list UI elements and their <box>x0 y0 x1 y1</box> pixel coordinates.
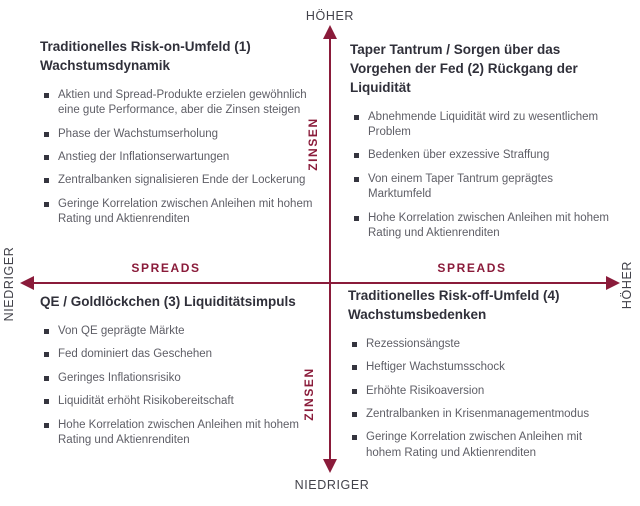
bullet-square-icon <box>352 388 357 394</box>
bullet-item: Anstieg der Inflationserwartungen <box>44 150 314 165</box>
bullet-text: Liquidität erhöht Risikobereitschaft <box>58 395 234 408</box>
bullet-text: Fed dominiert das Geschehen <box>58 348 213 361</box>
bullet-text: Zentralbanken in Krisenmanagementmodus <box>366 408 590 420</box>
vertical-axis-top-label: HÖHER <box>305 9 355 23</box>
quadrant-3-qe-goldilocks: QE / Goldlöckchen (3) Liquiditätsimpuls … <box>40 293 322 456</box>
bullet-square-icon <box>44 201 49 207</box>
bullet-square-icon <box>352 341 357 347</box>
arrow-up-icon <box>323 25 337 39</box>
bullet-square-icon <box>352 435 357 441</box>
bullet-item: Zentralbanken signalisieren Ende der Loc… <box>44 173 314 188</box>
quadrant-title: QE / Goldlöckchen (3) Liquiditätsimpuls <box>40 294 296 309</box>
bullet-square-icon <box>44 92 49 98</box>
quadrant-title: Traditionelles Risk-on-Umfeld (1) Wachst… <box>40 39 251 73</box>
arrow-down-icon <box>323 459 337 473</box>
bullet-text: Abnehmende Liquidität wird zu wesentlich… <box>368 110 599 139</box>
vertical-axis-bottom-label: NIEDRIGER <box>294 478 370 492</box>
horizontal-axis-right-label: HÖHER <box>620 260 634 310</box>
quadrant-bullet-list: Von QE geprägte Märkte Fed dominiert das … <box>40 324 322 448</box>
bullet-item: Heftiger Wachstumsschock <box>352 360 620 375</box>
bullet-text: Bedenken über exzessive Straffung <box>368 149 550 162</box>
bullet-text: Geringes Inflationsrisiko <box>58 371 181 384</box>
bullet-item: Geringe Korrelation zwischen Anleihen mi… <box>44 197 314 228</box>
bullet-item: Erhöhte Risikoaversion <box>352 384 620 399</box>
bullet-item: Liquidität erhöht Risikobereitschaft <box>44 394 322 409</box>
bullet-item: Von QE geprägte Märkte <box>44 324 322 339</box>
bullet-item: Fed dominiert das Geschehen <box>44 347 322 362</box>
quadrant-bullet-list: Aktien und Spread-Produkte erzielen gewö… <box>40 88 314 228</box>
bullet-item: Hohe Korrelation zwischen Anleihen mit h… <box>44 418 322 449</box>
bullet-text: Heftiger Wachstumsschock <box>366 361 505 374</box>
bullet-item: Aktien und Spread-Produkte erzielen gewö… <box>44 88 314 119</box>
bullet-square-icon <box>44 375 49 381</box>
bullet-square-icon <box>354 215 359 221</box>
arrow-right-icon <box>606 276 620 290</box>
bullet-text: Geringe Korrelation zwischen Anleihen mi… <box>58 197 313 226</box>
bullet-item: Bedenken über exzessive Straffung <box>354 148 618 163</box>
bullet-square-icon <box>354 114 359 120</box>
bullet-square-icon <box>44 328 49 334</box>
bullet-item: Von einem Taper Tantrum geprägtes Marktu… <box>354 172 618 203</box>
bullet-text: Zentralbanken signalisieren Ende der Loc… <box>58 174 306 187</box>
bullet-square-icon <box>354 153 359 159</box>
arrow-left-icon <box>20 276 34 290</box>
horizontal-axis-line <box>30 282 610 284</box>
bullet-square-icon <box>354 176 359 182</box>
bullet-text: Anstieg der Inflationserwartungen <box>58 151 230 163</box>
quadrant-2-taper-tantrum: Taper Tantrum / Sorgen über das Vorgehen… <box>350 41 618 250</box>
horizontal-axis-left-label: NIEDRIGER <box>2 246 16 322</box>
bullet-text: Hohe Korrelation zwischen Anleihen mit h… <box>368 211 609 240</box>
bullet-item: Abnehmende Liquidität wird zu wesentlich… <box>354 110 618 141</box>
quadrant-bullet-list: Rezessionsängste Heftiger Wachstumsschock… <box>348 337 620 461</box>
quadrant-1-risk-on: Traditionelles Risk-on-Umfeld (1) Wachst… <box>40 38 314 236</box>
bullet-text: Erhöhte Risikoaversion <box>366 384 485 397</box>
bullet-text: Von einem Taper Tantrum geprägtes Marktu… <box>368 172 553 201</box>
bullet-item: Zentralbanken in Krisenmanagementmodus <box>352 407 620 422</box>
bullet-text: Geringe Korrelation zwischen Anleihen mi… <box>366 431 583 459</box>
bullet-item: Phase der Wachstumserholung <box>44 127 314 142</box>
bullet-square-icon <box>44 155 49 160</box>
horizontal-axis-name-left: SPREADS <box>131 261 201 275</box>
quadrant-bullet-list: Abnehmende Liquidität wird zu wesentlich… <box>350 110 618 242</box>
bullet-item: Geringes Inflationsrisiko <box>44 371 322 386</box>
bullet-square-icon <box>352 412 357 417</box>
bullet-square-icon <box>352 365 357 371</box>
bullet-item: Rezessionsängste <box>352 337 620 352</box>
bullet-square-icon <box>44 399 49 405</box>
bullet-text: Aktien und Spread-Produkte erzielen gewö… <box>58 88 307 117</box>
bullet-item: Geringe Korrelation zwischen Anleihen mi… <box>352 430 620 461</box>
bullet-item: Hohe Korrelation zwischen Anleihen mit h… <box>354 211 618 242</box>
bullet-text: Hohe Korrelation zwischen Anleihen mit h… <box>58 418 299 446</box>
bullet-square-icon <box>44 131 49 137</box>
bullet-text: Von QE geprägte Märkte <box>58 324 185 337</box>
vertical-axis-line <box>329 36 331 462</box>
bullet-text: Phase der Wachstumserholung <box>58 127 219 140</box>
quadrant-4-risk-off: Traditionelles Risk-off-Umfeld (4) Wachs… <box>348 287 620 469</box>
bullet-text: Rezessionsängste <box>366 337 460 350</box>
bullet-square-icon <box>44 422 49 428</box>
quadrant-title: Taper Tantrum / Sorgen über das Vorgehen… <box>350 42 578 95</box>
bullet-square-icon <box>44 178 49 184</box>
horizontal-axis-name-right: SPREADS <box>437 261 507 275</box>
bullet-square-icon <box>44 352 49 358</box>
quadrant-title: Traditionelles Risk-off-Umfeld (4) Wachs… <box>348 288 560 322</box>
